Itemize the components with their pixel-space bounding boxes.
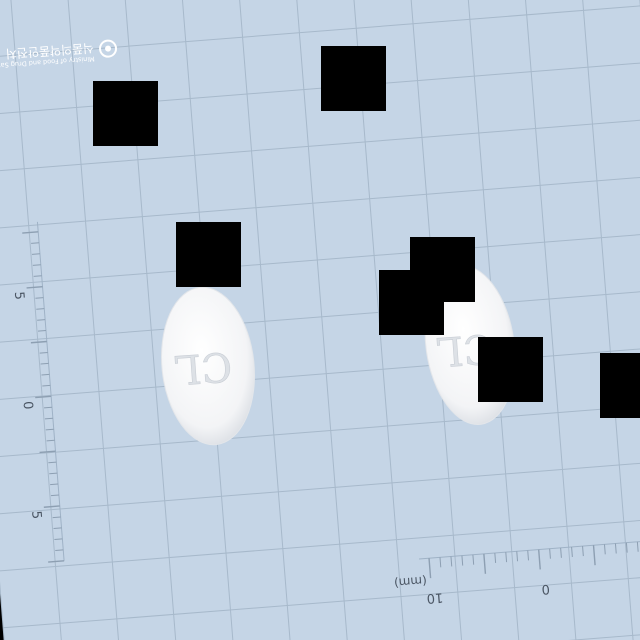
grid-line (67, 0, 123, 640)
grid-line (0, 345, 640, 402)
redaction-box-5 (379, 270, 444, 335)
grid-line (0, 458, 640, 515)
grid-line (0, 288, 640, 345)
ruler-tick (43, 505, 60, 508)
ruler-tick (472, 554, 475, 565)
ruler-tick (54, 538, 63, 541)
ruler-tick (31, 253, 40, 255)
scale-left-label-mid: 0 (19, 401, 35, 410)
ruler-tick (428, 558, 432, 579)
ruler-tick (26, 285, 43, 289)
grid-line (237, 0, 293, 640)
ruler-tick (549, 548, 551, 559)
scale-bottom-label-0: 0 (541, 581, 550, 597)
ruler-tick (450, 556, 453, 567)
grid-line (578, 0, 634, 640)
grid-line (0, 515, 640, 572)
ruler-tick (32, 264, 41, 266)
ruler-tick (50, 483, 59, 486)
scale-bottom-unit: (mm) (394, 573, 428, 590)
ruler-tick (439, 557, 442, 568)
redaction-box-1 (93, 81, 158, 146)
ruler-tick (45, 428, 54, 431)
grid-line (0, 117, 640, 174)
ruler-tick (42, 384, 51, 387)
ruler-tick (22, 231, 39, 234)
redaction-box-3 (176, 222, 241, 287)
ruler-tick (592, 545, 596, 566)
ruler-tick (33, 275, 42, 277)
ruler-tick (625, 542, 628, 553)
ruler-tick (37, 330, 47, 332)
ruler-tick (49, 472, 58, 475)
ruler-tick (39, 450, 56, 454)
ruler-tick (53, 527, 62, 530)
ruler-tick (50, 494, 59, 497)
pill-left-imprint: CL (173, 342, 233, 392)
ruler-tick (44, 406, 53, 409)
scale-left-label-top: 5 (11, 291, 27, 300)
ruler-tick (571, 546, 573, 557)
scale-bottom-label-10: 10 (426, 589, 444, 605)
redaction-box-7 (600, 353, 640, 418)
grid-line (0, 174, 640, 231)
redaction-box-6 (478, 337, 543, 402)
grid-line (294, 0, 350, 640)
logo-emblem-icon (99, 39, 118, 58)
grid-line (0, 401, 640, 458)
ruler-tick (48, 560, 65, 563)
ruler-tick (560, 547, 562, 558)
ruler-tick (636, 541, 639, 552)
grid-line (3, 572, 640, 629)
ruler-tick (36, 308, 45, 310)
grid-line (0, 4, 640, 61)
redaction-box-2 (321, 46, 386, 111)
ruler-tick (483, 553, 487, 574)
ruler-tick (37, 319, 46, 321)
ruler-tick (537, 549, 541, 570)
ruler-tick (40, 362, 49, 365)
grid-line (0, 60, 640, 117)
bottom-ruler: (mm) 10 0 0 (394, 538, 640, 605)
ruler-tick (35, 395, 52, 399)
ruler-tick (505, 552, 508, 563)
ruler-tick (55, 549, 64, 551)
ruler-tick (516, 551, 519, 562)
ruler-tick (35, 297, 44, 299)
ruler-tick (41, 373, 50, 376)
ruler-tick (31, 242, 40, 244)
ruler-tick (44, 417, 53, 420)
ruler-tick (30, 340, 47, 344)
ruler-tick (494, 552, 497, 564)
pill-left: CL (161, 286, 255, 446)
ruler-tick (46, 439, 55, 442)
left-ruler: 5 0 5 (11, 221, 65, 563)
grid-line (0, 231, 640, 288)
scale-left-label-bottom: 5 (28, 510, 44, 519)
ruler-tick (39, 351, 48, 354)
ruler-tick (461, 555, 464, 566)
grid-line (7, 629, 640, 640)
ruler-tick (614, 543, 617, 554)
ruler-tick (582, 546, 584, 557)
ruler-tick (48, 461, 57, 464)
logo-korean-text: 식품의약품안전처 (5, 41, 94, 62)
ruler-tick (52, 516, 61, 519)
ruler-tick (603, 544, 606, 555)
ruler-tick (527, 550, 530, 561)
grid-line (521, 0, 577, 640)
